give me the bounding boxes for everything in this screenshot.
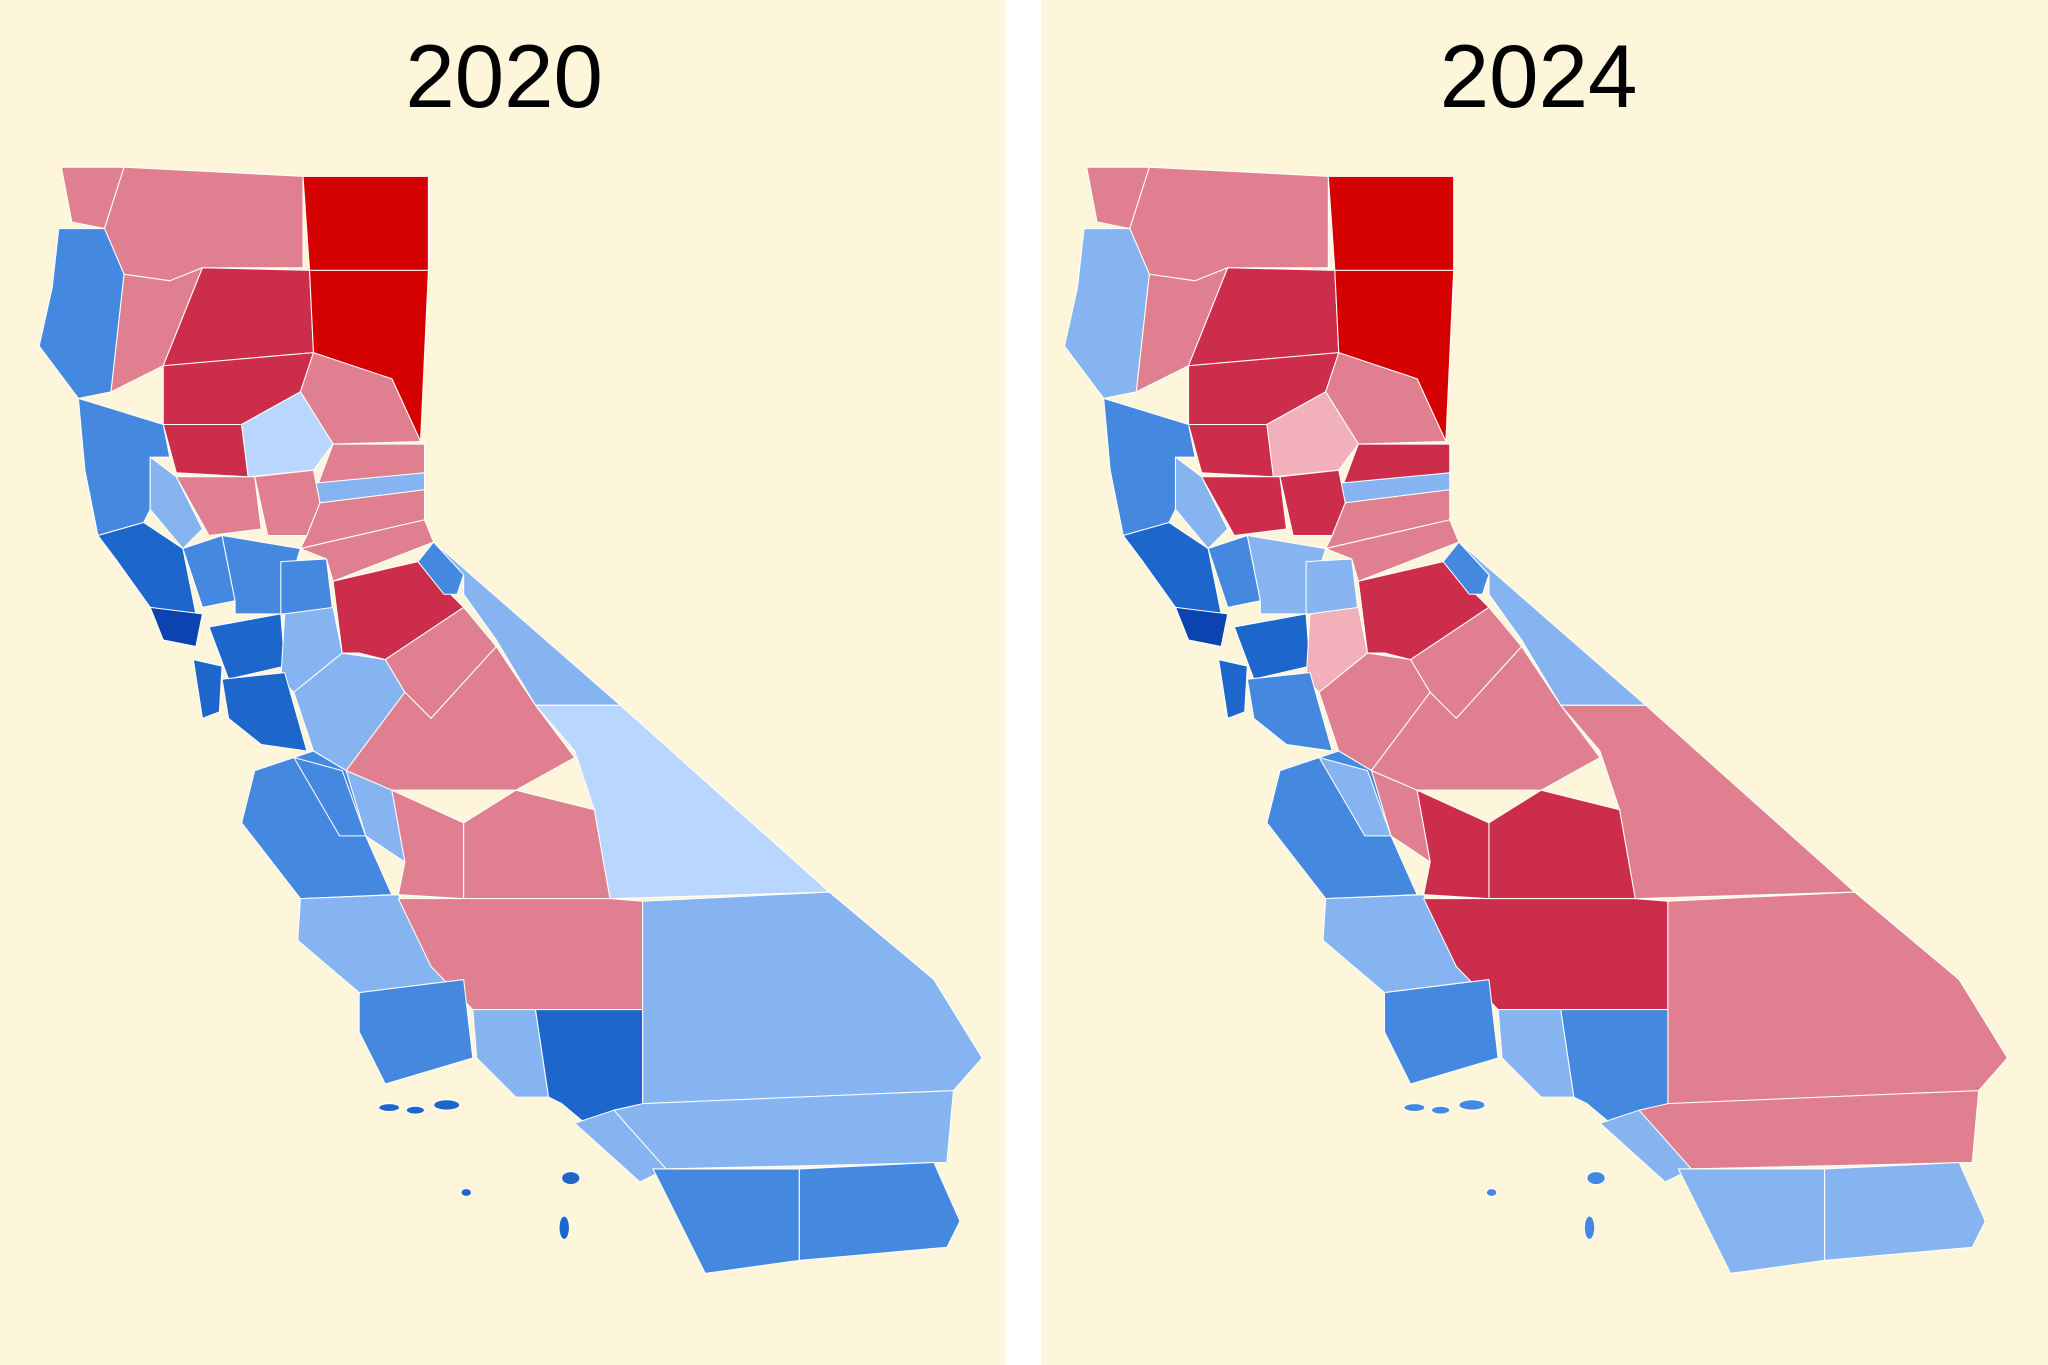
county [1318, 757, 1392, 837]
county [1266, 391, 1359, 478]
county [798, 1161, 961, 1261]
island [1430, 1105, 1451, 1115]
county [1824, 1161, 1986, 1261]
county [1325, 519, 1460, 582]
island [433, 1099, 461, 1111]
county [149, 456, 203, 550]
island [405, 1105, 426, 1115]
island [1485, 1188, 1498, 1197]
county [1063, 228, 1150, 399]
county [299, 352, 422, 445]
county [302, 175, 429, 271]
island [378, 1103, 401, 1113]
county-map [1063, 166, 2008, 1274]
island [1403, 1103, 1426, 1113]
county [463, 789, 611, 900]
county [241, 391, 334, 478]
county [149, 606, 203, 648]
county [472, 1009, 550, 1098]
county [1497, 1009, 1575, 1098]
county [162, 423, 249, 478]
map-title: 2024 [1440, 27, 1638, 126]
county [293, 757, 367, 837]
county [280, 558, 334, 615]
county [241, 750, 393, 900]
county-map [38, 166, 983, 1274]
county [1325, 352, 1447, 445]
county [103, 166, 304, 282]
county [1129, 166, 1329, 282]
county [1188, 423, 1274, 478]
county [1327, 175, 1455, 271]
county [358, 979, 474, 1085]
map-title: 2020 [405, 27, 603, 126]
island [561, 1171, 581, 1186]
county [1266, 750, 1418, 900]
county [38, 228, 125, 399]
county [1201, 476, 1288, 537]
island [460, 1188, 473, 1197]
island [1586, 1171, 1606, 1186]
county [1488, 789, 1636, 900]
county [1174, 606, 1229, 648]
island [1583, 1215, 1596, 1241]
county [1383, 979, 1499, 1085]
county [613, 1090, 954, 1170]
county [192, 659, 223, 719]
county [1246, 672, 1333, 752]
county [175, 476, 262, 537]
island [558, 1215, 570, 1241]
county [1305, 558, 1359, 615]
county [1638, 1090, 1980, 1170]
county [1174, 456, 1229, 550]
county [1218, 659, 1248, 719]
island [1458, 1099, 1486, 1111]
county [299, 519, 435, 582]
county [221, 672, 308, 752]
